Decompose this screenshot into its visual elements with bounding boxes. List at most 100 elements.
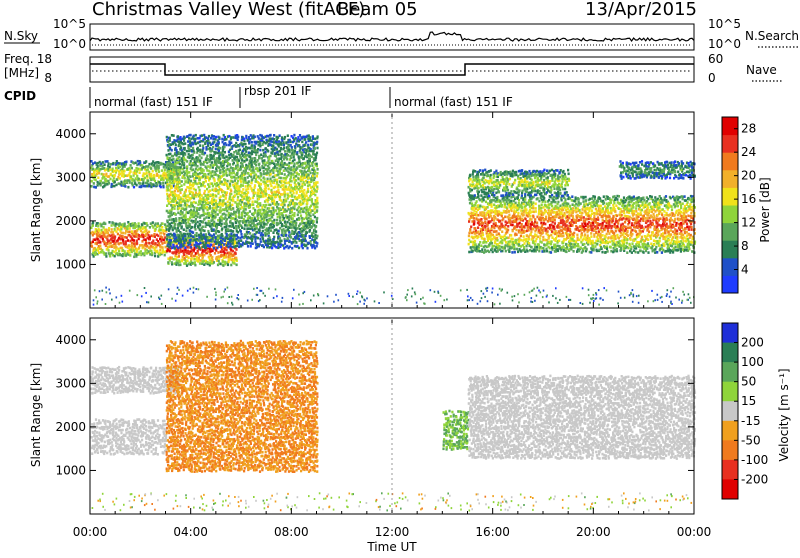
data-cell — [225, 144, 227, 147]
data-cell — [316, 181, 318, 184]
data-cell — [156, 250, 158, 253]
data-cell — [203, 254, 205, 257]
data-cell — [313, 167, 315, 170]
data-cell — [267, 135, 269, 138]
data-cell — [135, 226, 137, 229]
data-cell — [516, 218, 518, 221]
data-cell — [534, 243, 536, 246]
data-cell — [296, 167, 298, 170]
data-cell — [209, 166, 211, 169]
data-cell — [114, 225, 116, 228]
data-cell — [501, 246, 503, 249]
data-cell — [221, 183, 223, 186]
data-cell — [150, 186, 152, 189]
data-cell — [190, 197, 192, 200]
data-cell — [98, 240, 100, 243]
data-cell — [145, 238, 147, 241]
data-cell — [518, 199, 520, 202]
data-cell — [207, 137, 209, 140]
data-cell — [260, 222, 262, 225]
data-cell — [199, 242, 201, 245]
data-cell — [171, 222, 173, 225]
data-cell — [281, 180, 283, 183]
data-cell — [210, 227, 212, 230]
data-cell — [265, 187, 267, 190]
data-cell — [138, 234, 140, 237]
data-cell — [523, 242, 525, 245]
data-cell — [130, 175, 132, 178]
data-cell — [293, 154, 295, 157]
data-cell — [267, 184, 269, 187]
data-cell — [169, 197, 171, 200]
data-cell — [248, 180, 250, 183]
data-cell — [306, 247, 308, 250]
data-cell — [225, 205, 227, 208]
data-cell — [188, 186, 190, 189]
data-cell — [232, 159, 234, 162]
data-cell — [221, 233, 223, 236]
nave-tick-top: 60 — [708, 52, 723, 66]
data-cell — [238, 214, 240, 217]
data-cell — [289, 139, 291, 142]
data-cell — [260, 195, 262, 198]
data-cell — [240, 194, 242, 197]
data-cell — [114, 255, 116, 258]
data-cell — [470, 246, 472, 249]
data-cell — [205, 233, 207, 236]
data-cell — [194, 170, 196, 173]
data-cell — [174, 247, 176, 250]
data-cell — [249, 232, 251, 235]
data-cell — [183, 139, 185, 142]
data-cell — [249, 197, 251, 200]
data-cell — [98, 172, 100, 175]
data-cell — [316, 172, 318, 175]
data-cell — [278, 222, 280, 225]
data-cell — [532, 215, 534, 218]
data-cell — [284, 242, 286, 245]
data-cell — [113, 240, 115, 243]
data-cell — [316, 235, 318, 238]
data-cell — [501, 242, 503, 245]
data-cell — [268, 232, 270, 235]
data-cell — [154, 180, 156, 183]
data-cell — [287, 194, 289, 197]
data-cell — [174, 180, 176, 183]
data-cell — [496, 233, 498, 236]
data-cell — [273, 182, 275, 185]
data-cell — [265, 155, 267, 158]
data-cell — [153, 175, 155, 178]
data-cell — [239, 149, 241, 152]
data-cell — [285, 234, 287, 237]
data-cell — [258, 137, 260, 140]
data-cell — [169, 137, 171, 140]
data-cell — [205, 239, 207, 242]
data-cell — [296, 151, 298, 154]
data-cell — [276, 241, 278, 244]
data-cell — [138, 222, 140, 225]
data-cell — [311, 198, 313, 201]
data-cell — [491, 242, 493, 245]
data-cell — [295, 241, 297, 244]
data-cell — [175, 217, 177, 220]
data-cell — [243, 205, 245, 208]
data-cell — [536, 222, 538, 225]
data-cell — [232, 242, 234, 245]
data-cell — [295, 224, 297, 227]
data-cell — [251, 150, 253, 153]
data-cell — [138, 178, 140, 181]
data-cell — [306, 214, 308, 217]
data-cell — [538, 226, 540, 229]
data-cell — [213, 228, 215, 231]
data-cell — [251, 141, 253, 144]
data-cell — [112, 222, 114, 225]
data-cell — [103, 167, 105, 170]
data-cell — [314, 138, 316, 141]
data-cell — [177, 212, 179, 215]
data-cell — [183, 200, 185, 203]
data-cell — [211, 161, 213, 164]
data-cell — [177, 135, 179, 138]
data-cell — [535, 210, 537, 213]
data-cell — [523, 235, 525, 238]
data-cell — [207, 230, 209, 233]
data-cell — [486, 218, 488, 221]
